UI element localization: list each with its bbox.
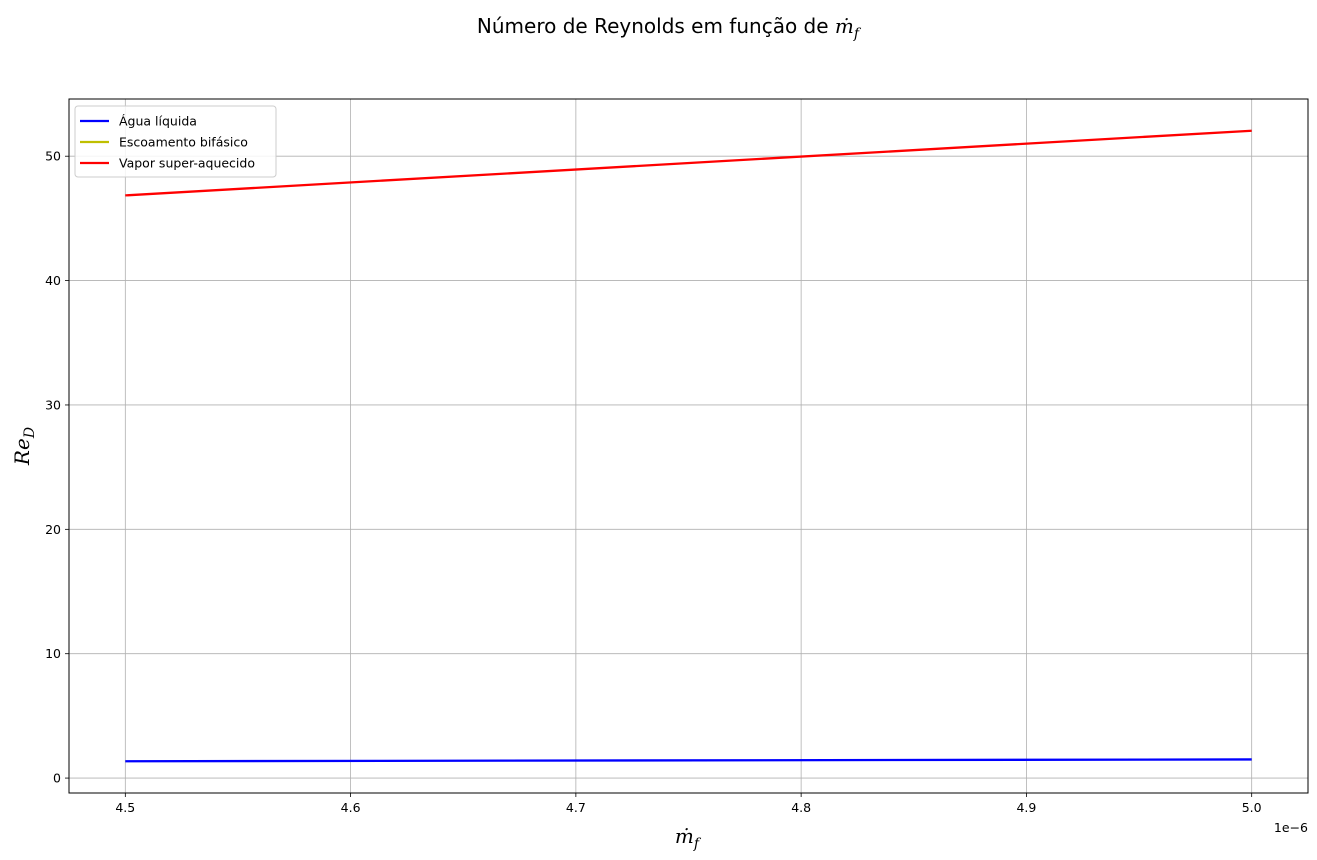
y-tick-label: 10 [45,646,61,661]
axis-ticks: 4.5 4.6 4.7 4.8 4.9 5.0 0 10 20 30 40 50 [45,149,1262,815]
series-line-0 [125,758,1252,763]
grid [69,99,1308,793]
y-axis-label: ReD [10,427,38,466]
plot-frame [68,98,1309,794]
legend-label: Água líquida [119,114,197,129]
legend-label: Escoamento bifásico [119,135,248,150]
series-line-2 [125,129,1252,197]
chart-title: Número de Reynolds em função de ṁf [477,14,862,42]
x-tick-label: 4.9 [1016,800,1036,815]
x-tick-label: 4.6 [341,800,361,815]
x-tick-label: 4.8 [791,800,811,815]
y-tick-label: 20 [45,522,61,537]
y-tick-label: 0 [53,771,61,786]
x-tick-label: 4.7 [566,800,586,815]
legend-label: Vapor super-aquecido [119,156,255,171]
y-tick-label: 50 [45,149,61,164]
x-axis-label: ṁf [675,824,702,852]
x-tick-label: 5.0 [1242,800,1262,815]
legend-box [74,105,277,178]
series-lines [125,129,1252,763]
x-tick-label: 4.5 [115,800,135,815]
legend: Água líquida Escoamento bifásico Vapor sup… [74,105,277,178]
y-tick-label: 40 [45,273,61,288]
x-offset-label: 1e−6 [1274,820,1308,835]
y-tick-label: 30 [45,397,61,412]
